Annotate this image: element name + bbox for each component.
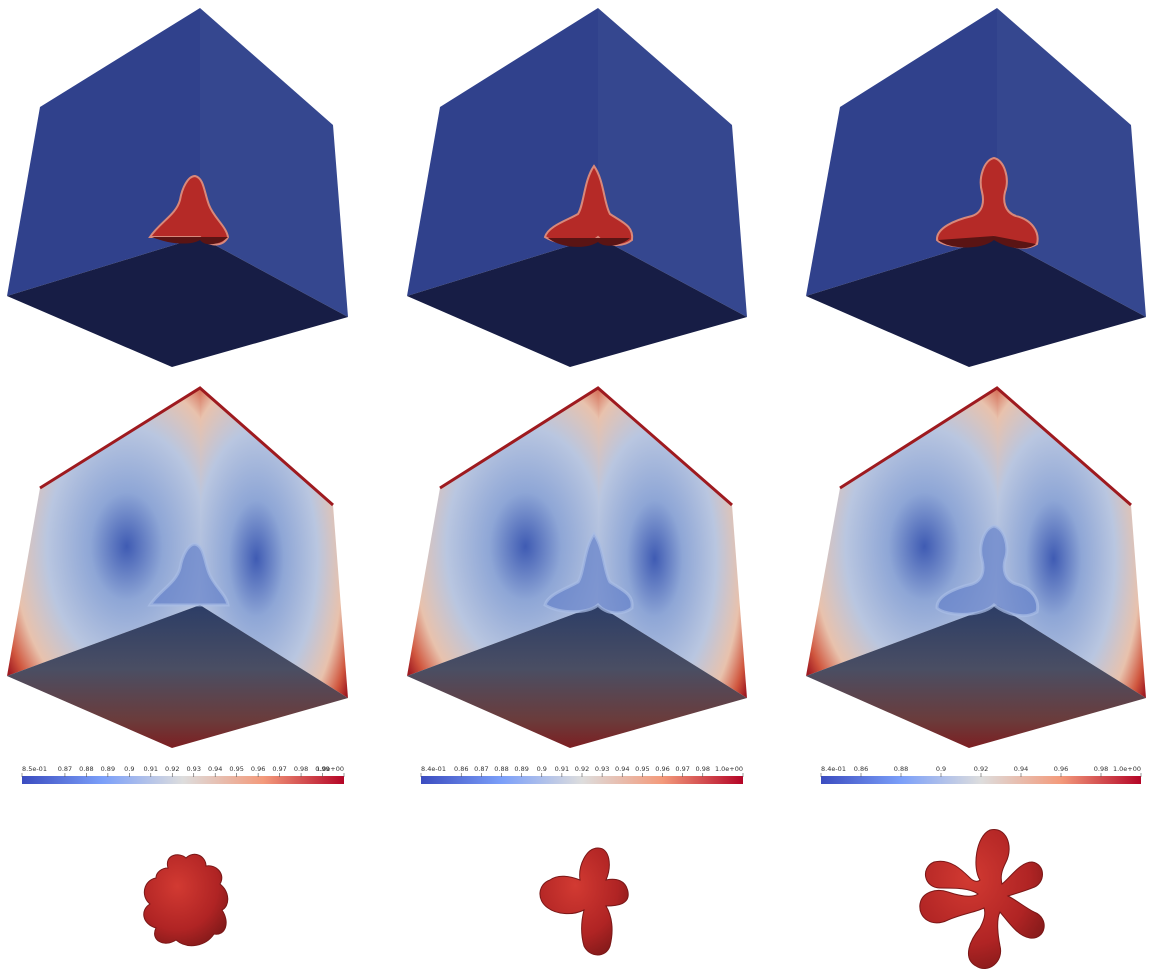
concentration-cube-2	[407, 386, 747, 748]
cube-right-face	[200, 8, 348, 317]
cube-bottom-face	[407, 237, 747, 367]
crystal-3d-2	[539, 847, 629, 956]
crystal-slice	[936, 156, 1039, 249]
depletion-imprint	[935, 524, 1040, 618]
cube-edge-highlight	[39, 386, 334, 507]
cube-bottom-face	[407, 605, 747, 748]
depletion-imprint	[543, 531, 634, 615]
colorbar-1: 8.5e-01 1.0e+00 0.87 0.88 0.89 0.9 0.91 0.92 0…	[21, 765, 345, 784]
cube-bottom-face	[806, 605, 1146, 748]
colorbar-gradient	[421, 776, 743, 784]
colorbar-max-label: 1.0e+00	[1113, 765, 1141, 773]
colorbar-tick-label: 0.86	[454, 765, 468, 773]
colorbar-gradient	[22, 776, 344, 784]
crystal-body	[919, 829, 1045, 969]
colorbar-tick-label: 0.94	[1014, 765, 1028, 773]
cube-right-face	[997, 388, 1146, 698]
colorbar-tick-label: 0.97	[272, 765, 286, 773]
colorbar-tick-label: 0.99	[315, 765, 329, 773]
colorbar-2: 8.4e-01 1.0e+00 0.86 0.87 0.88 0.89 0.9 0.91 0…	[420, 765, 744, 784]
colorbar-tick-label: 0.94	[615, 765, 629, 773]
colorbar-tick-label: 0.92	[165, 765, 179, 773]
concentration-cube-3	[806, 386, 1146, 748]
colorbar-tick-label: 0.98	[1094, 765, 1108, 773]
colorbar-tick-label: 0.95	[635, 765, 649, 773]
colorbar-tick-label: 0.89	[514, 765, 528, 773]
colorbar-tick-label: 0.96	[655, 765, 669, 773]
crystal-slice-shadow	[152, 237, 228, 245]
colorbar-tick-label: 0.94	[208, 765, 222, 773]
cube-bottom-face	[806, 237, 1146, 367]
cube-right-face	[200, 388, 348, 698]
crystal-slice-shadow	[938, 236, 1036, 249]
colorbar-min-label: 8.4e-01	[821, 765, 846, 773]
colorbar-tick-label: 0.86	[854, 765, 868, 773]
colorbar-max-label: 1.0e+00	[316, 765, 344, 773]
colorbar-tick-label: 0.9	[936, 765, 946, 773]
cube-bottom-face	[7, 605, 348, 748]
colorbar-tick-label: 0.87	[58, 765, 72, 773]
colorbar-3: 8.4e-01 1.0e+00 0.86 0.88 0.9 0.92 0.94 0.96 0…	[820, 765, 1142, 784]
phase-cube-1	[7, 8, 348, 367]
colorbar-tick-label: 0.97	[675, 765, 689, 773]
colorbar-tick-label: 0.93	[595, 765, 609, 773]
cube-edge-highlight	[839, 386, 1132, 507]
colorbar-tick-label: 0.93	[186, 765, 200, 773]
cube-edge-highlight	[439, 386, 733, 507]
colorbar-tick-label: 0.96	[1054, 765, 1068, 773]
phase-cube-3	[806, 8, 1146, 367]
colorbar-min-label: 8.5e-01	[22, 765, 47, 773]
crystal-body	[539, 847, 629, 956]
colorbar-tick-label: 0.9	[124, 765, 134, 773]
crystal-3d-3	[919, 829, 1045, 969]
colorbar-min-label: 8.4e-01	[421, 765, 446, 773]
colorbar-tick-label: 0.91	[555, 765, 569, 773]
colorbar-tick-label: 0.89	[101, 765, 115, 773]
colorbar-tick-label: 0.91	[144, 765, 158, 773]
colorbar-tick-label: 0.98	[696, 765, 710, 773]
crystal-3d-1	[143, 853, 229, 947]
phase-cube-2	[407, 8, 747, 367]
crystal-body	[143, 853, 229, 947]
cube-left-face	[7, 8, 200, 296]
colorbar-max-label: 1.0e+00	[715, 765, 743, 773]
colorbar-tick-label: 0.88	[79, 765, 93, 773]
colorbar-tick-label: 0.98	[294, 765, 308, 773]
cube-right-face	[598, 8, 747, 317]
depletion-imprint	[147, 542, 230, 607]
cube-right-face	[598, 388, 747, 698]
colorbar-tick-label: 0.88	[494, 765, 508, 773]
colorbar-tick-label: 0.95	[229, 765, 243, 773]
colorbar-gradient	[821, 776, 1141, 784]
cube-left-face	[407, 8, 598, 296]
crystal-slice	[543, 164, 634, 246]
crystal-slice-shadow	[548, 238, 630, 247]
colorbar-tick-label: 0.88	[894, 765, 908, 773]
colorbar-tick-label: 0.9	[537, 765, 547, 773]
colorbar-tick-label: 0.92	[974, 765, 988, 773]
concentration-cube-1	[7, 386, 348, 748]
colorbar-tick-label: 0.96	[251, 765, 265, 773]
crystal-slice	[148, 174, 230, 246]
cube-bottom-face	[7, 237, 348, 367]
colorbar-tick-label: 0.87	[474, 765, 488, 773]
colorbar-tick-label: 0.92	[575, 765, 589, 773]
